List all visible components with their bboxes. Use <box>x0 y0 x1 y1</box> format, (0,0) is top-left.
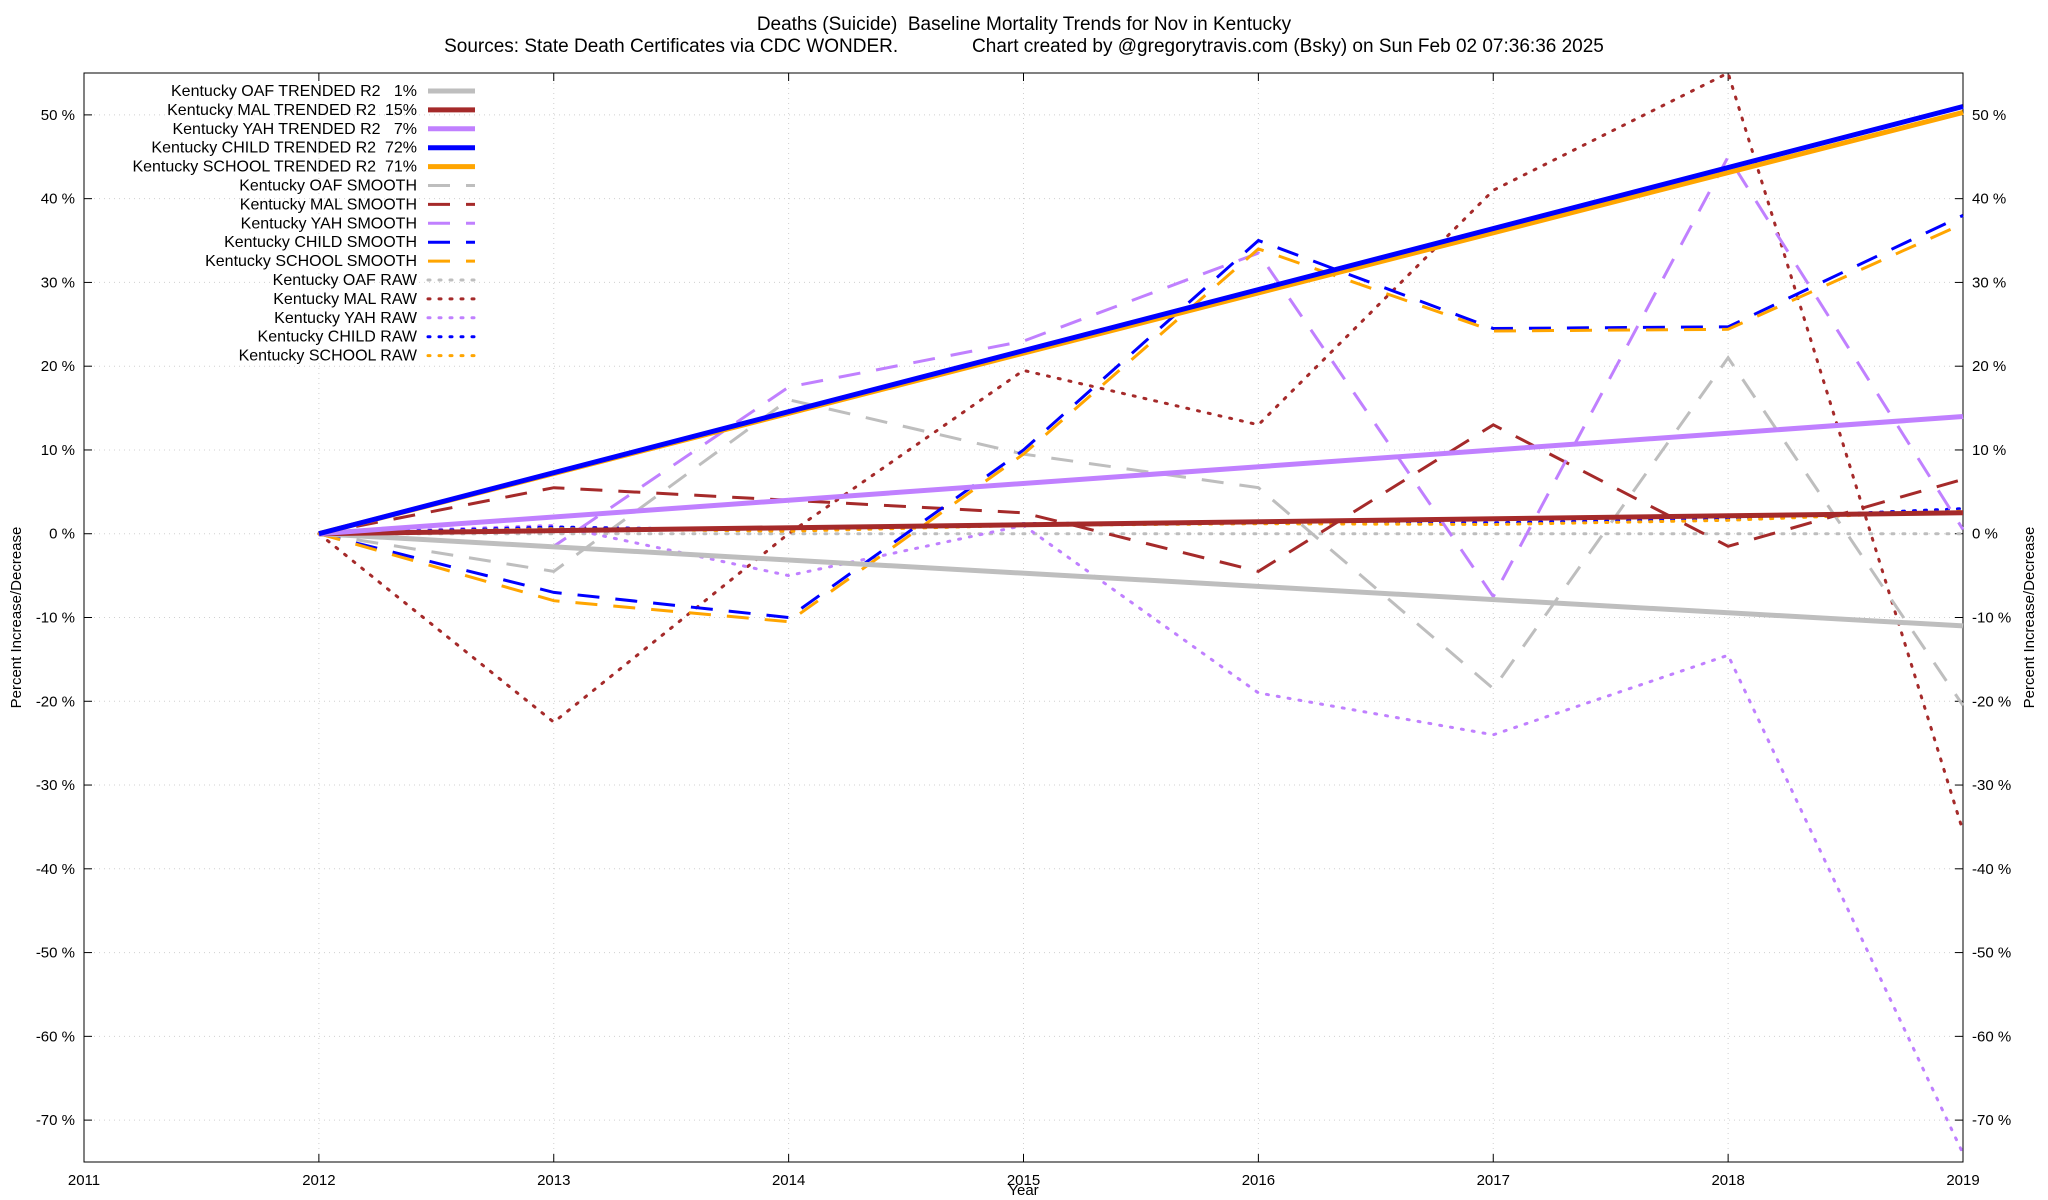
y-tick-label-right: -30 % <box>1972 777 2011 794</box>
legend-label: Kentucky YAH TRENDED R2 7% <box>172 121 417 138</box>
x-tick-label: 2015 <box>1007 1172 1040 1189</box>
y-tick-label: 10 % <box>41 442 75 459</box>
y-tick-label: -10 % <box>36 610 75 627</box>
y-tick-label-right: 50 % <box>1972 107 2006 124</box>
legend-label: Kentucky YAH SMOOTH <box>241 215 417 232</box>
series-line-kentucky-child-raw <box>317 507 1965 536</box>
series-line-kentucky-mal-trended-r2-15 <box>318 510 1964 537</box>
y-axis-label: Percent Increase/Decrease <box>8 527 25 709</box>
x-tick-label: 2014 <box>772 1172 805 1189</box>
series-line-kentucky-yah-smooth <box>318 153 1965 600</box>
y-tick-label-right: 0 % <box>1972 526 1998 543</box>
y-tick-label: -70 % <box>36 1112 75 1129</box>
x-tick-label: 2019 <box>1946 1172 1979 1189</box>
y-tick-label-right: 10 % <box>1972 442 2006 459</box>
legend-label: Kentucky CHILD RAW <box>258 329 418 346</box>
y-tick-label: -30 % <box>36 777 75 794</box>
legend-label: Kentucky OAF TRENDED R2 1% <box>171 83 417 100</box>
x-tick-label: 2012 <box>302 1172 335 1189</box>
legend-label: Kentucky MAL RAW <box>273 291 418 308</box>
series-line-kentucky-school-smooth <box>318 222 1964 624</box>
y-tick-label-right: 20 % <box>1972 358 2006 375</box>
legend-label: Kentucky YAH RAW <box>274 310 418 327</box>
legend-label: Kentucky SCHOOL RAW <box>239 348 418 365</box>
legend-label: Kentucky SCHOOL SMOOTH <box>205 253 417 270</box>
x-axis-label: Year <box>1008 1182 1038 1199</box>
y-tick-label: -60 % <box>36 1028 75 1045</box>
y-tick-label: 20 % <box>41 358 75 375</box>
series-line-kentucky-mal-smooth <box>318 423 1964 574</box>
series-line-kentucky-mal-raw <box>317 70 1965 833</box>
y-tick-label-right: -40 % <box>1972 861 2011 878</box>
legend-label: Kentucky MAL SMOOTH <box>240 196 417 213</box>
series-line-kentucky-oaf-trended-r2-1 <box>318 531 1964 629</box>
series-line-kentucky-yah-raw <box>317 523 1965 1156</box>
chart-subtitle: Sources: State Death Certificates via CD… <box>444 36 1604 57</box>
x-tick-label: 2017 <box>1477 1172 1510 1189</box>
y-tick-label-right: 30 % <box>1972 274 2006 291</box>
y-tick-label-right: -20 % <box>1972 693 2011 710</box>
chart-title: Deaths (Suicide) Baseline Mortality Tren… <box>756 14 1292 35</box>
y-tick-label-right: 40 % <box>1972 191 2006 208</box>
legend-label: Kentucky OAF RAW <box>273 272 418 289</box>
series-line-kentucky-child-smooth <box>318 214 1964 620</box>
y-tick-label-right: -10 % <box>1972 610 2011 627</box>
y-tick-label: 0 % <box>49 526 75 543</box>
y-tick-label: 30 % <box>41 274 75 291</box>
series-line-kentucky-oaf-smooth <box>318 355 1965 707</box>
x-tick-label: 2016 <box>1242 1172 1275 1189</box>
series-line-kentucky-yah-trended-r2-7 <box>318 414 1964 537</box>
legend-label: Kentucky MAL TRENDED R2 15% <box>167 102 417 119</box>
y-tick-label: -40 % <box>36 861 75 878</box>
y-tick-label: 50 % <box>41 107 75 124</box>
y-tick-label: -50 % <box>36 945 75 962</box>
legend-label: Kentucky CHILD SMOOTH <box>224 234 417 251</box>
y-tick-label: -20 % <box>36 693 75 710</box>
y-tick-label-right: -50 % <box>1972 945 2011 962</box>
legend-label: Kentucky SCHOOL TRENDED R2 71% <box>132 159 417 176</box>
legend-label: Kentucky CHILD TRENDED R2 72% <box>151 140 417 157</box>
y-axis-label-right: Percent Increase/Decrease <box>2021 527 2038 709</box>
series-line-kentucky-child-trended-r2-72 <box>318 104 1964 537</box>
x-tick-label: 2011 <box>68 1172 100 1189</box>
y-tick-label: 40 % <box>41 191 75 208</box>
y-tick-label-right: -60 % <box>1972 1028 2011 1045</box>
legend-label: Kentucky OAF SMOOTH <box>239 178 417 195</box>
x-tick-label: 2013 <box>537 1172 570 1189</box>
y-tick-label-right: -70 % <box>1972 1112 2011 1129</box>
x-tick-label: 2018 <box>1711 1172 1744 1189</box>
